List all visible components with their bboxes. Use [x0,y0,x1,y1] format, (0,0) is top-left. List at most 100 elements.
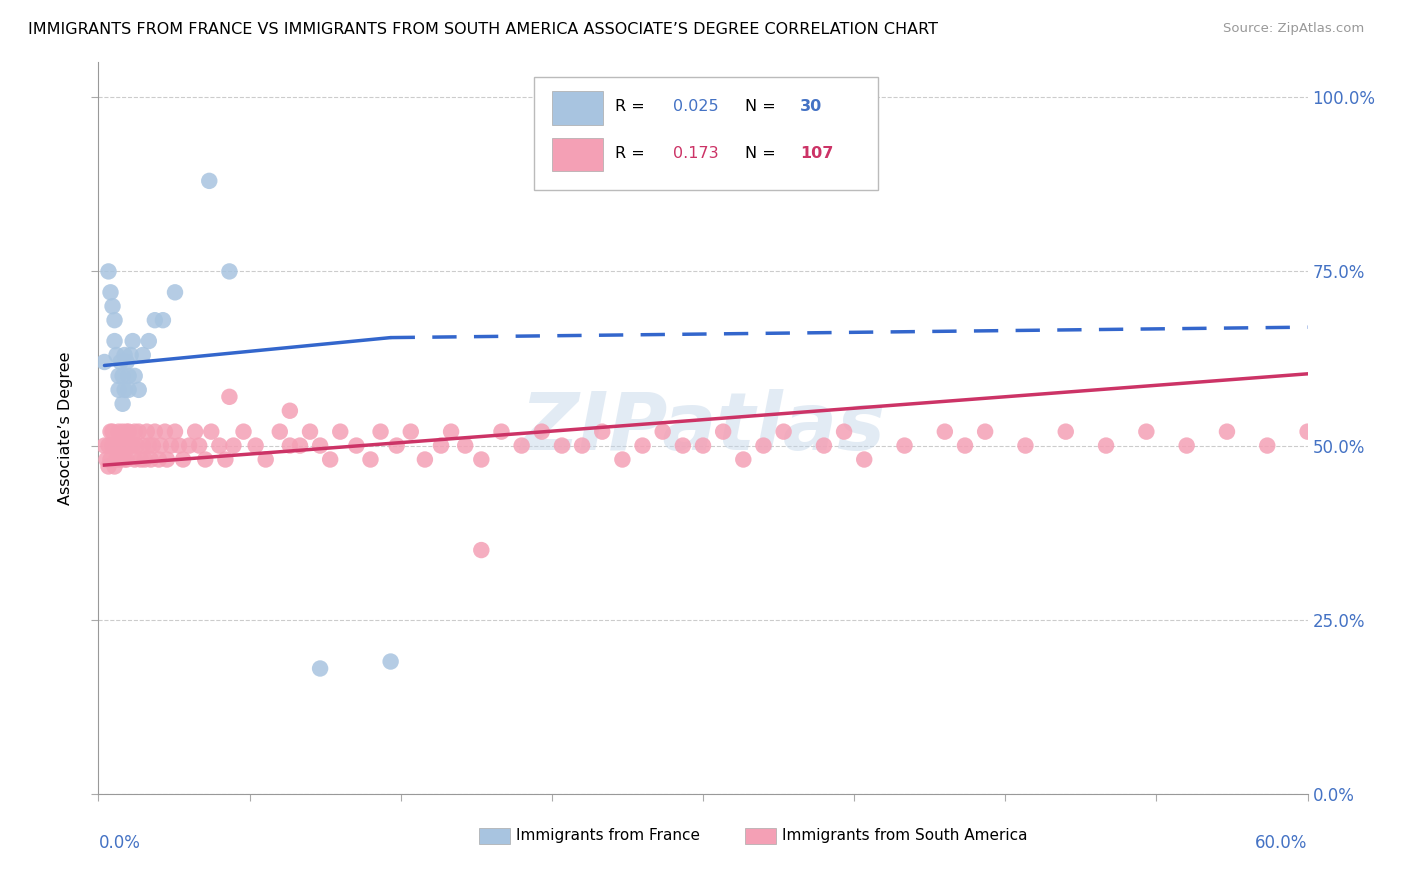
Point [198,174,221,188]
Point [107,425,129,439]
Point [172,452,194,467]
Point [100,425,122,439]
Point [179,439,201,453]
Point [143,425,166,439]
Y-axis label: Associate’s Degree: Associate’s Degree [58,351,73,505]
Text: R =: R = [614,146,644,161]
Point [128,425,150,439]
Point [1014,439,1036,453]
Point [200,425,222,439]
Point [430,439,453,453]
Text: Source: ZipAtlas.com: Source: ZipAtlas.com [1223,22,1364,36]
Point [111,439,134,453]
Point [121,439,143,453]
Point [97,439,120,453]
Point [110,439,132,453]
Point [124,368,146,383]
Point [143,313,166,327]
Point [132,348,155,362]
Point [128,383,150,397]
Point [470,543,492,558]
Text: 30: 30 [800,99,823,114]
Point [167,439,190,453]
Point [218,390,240,404]
Point [208,439,231,453]
Point [142,439,165,453]
Point [163,285,186,300]
Point [510,439,533,453]
Point [114,452,136,467]
Point [344,439,367,453]
Point [551,439,574,453]
Point [269,425,291,439]
Point [100,452,122,467]
Text: N =: N = [745,99,776,114]
Text: ZIPatlas: ZIPatlas [520,389,886,467]
Point [813,439,835,453]
Point [184,425,207,439]
Point [149,439,172,453]
Point [111,425,134,439]
Point [111,397,134,411]
Point [953,439,976,453]
FancyBboxPatch shape [551,137,603,171]
Point [254,452,277,467]
Point [160,439,183,453]
Point [440,425,463,439]
Point [118,383,141,397]
Point [470,452,492,467]
Point [114,348,136,362]
Point [612,452,634,467]
Point [309,439,332,453]
Point [651,425,673,439]
Point [125,439,148,453]
Point [1135,425,1157,439]
Point [103,459,125,474]
Point [110,355,132,369]
Point [107,368,129,383]
Point [124,425,146,439]
Point [97,459,120,474]
Point [138,439,160,453]
Text: 0.173: 0.173 [672,146,718,161]
Point [288,439,311,453]
Text: R =: R = [614,99,644,114]
Point [309,661,332,675]
Point [107,439,129,453]
Bar [479,828,509,844]
Point [974,425,997,439]
Point [399,425,422,439]
Point [188,439,211,453]
Point [214,452,236,467]
Point [121,334,143,348]
Point [118,439,141,453]
Point [153,425,176,439]
Point [134,452,156,467]
Point [194,452,217,467]
Point [832,425,855,439]
Point [530,425,553,439]
Point [591,425,613,439]
Point [1054,425,1077,439]
Point [319,452,342,467]
Point [218,264,240,278]
Point [893,439,915,453]
Point [124,452,146,467]
Point [934,425,956,439]
Point [163,425,186,439]
Point [152,313,174,327]
Point [278,403,301,417]
Point [96,452,118,467]
Point [1095,439,1118,453]
Point [97,264,120,278]
Point [454,439,477,453]
Point [1296,425,1319,439]
Text: Immigrants from France: Immigrants from France [516,828,700,843]
Point [118,368,141,383]
Point [103,439,125,453]
Point [132,439,155,453]
Point [329,425,352,439]
Point [114,439,136,453]
Point [93,439,115,453]
Point [232,425,254,439]
